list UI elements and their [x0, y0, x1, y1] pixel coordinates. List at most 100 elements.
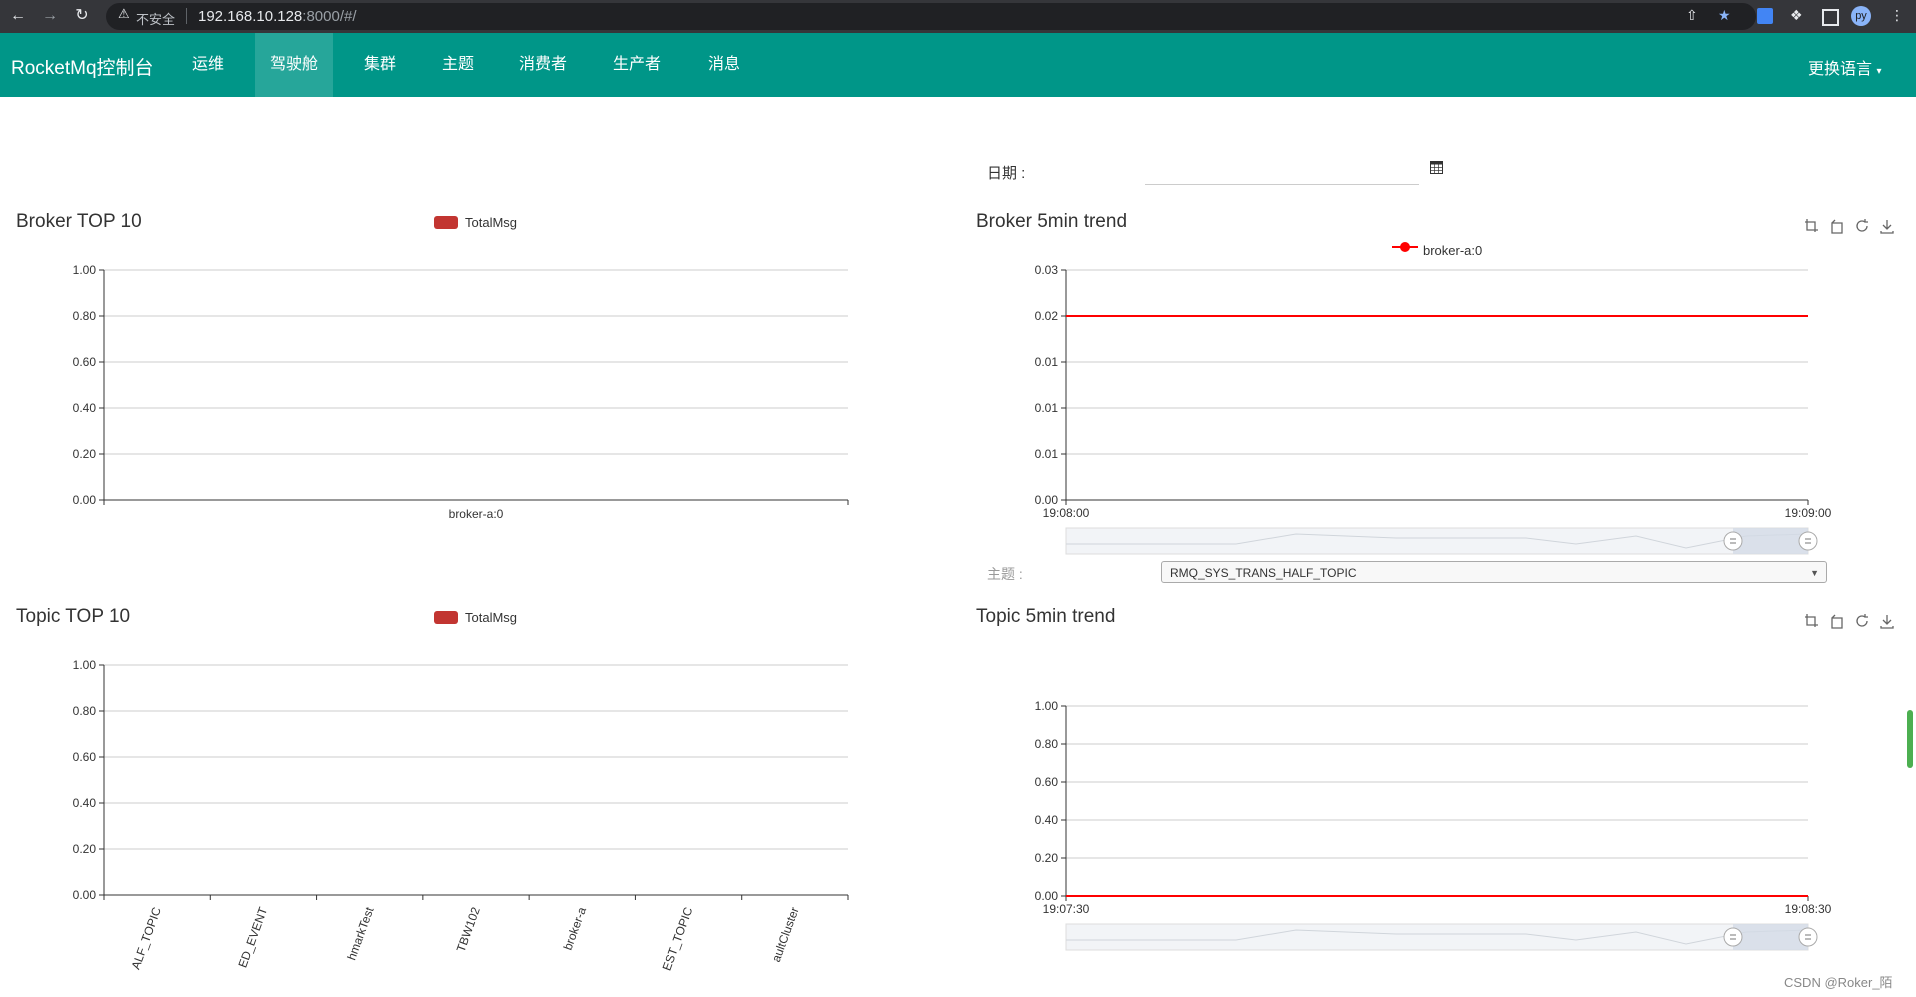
x-tick-label: 19:07:30: [1043, 902, 1090, 916]
nav-ops[interactable]: 运维: [191, 56, 224, 73]
chevron-down-icon: ▼: [1810, 568, 1819, 578]
url-path: :8000/#/: [302, 8, 357, 25]
y-tick-label: 0.00: [1035, 493, 1059, 507]
broker-top10-legend-label[interactable]: TotalMsg: [465, 215, 518, 230]
menu-icon[interactable]: ⋮: [1890, 7, 1904, 23]
y-tick-label: 0.00: [73, 493, 97, 507]
caret-down-icon: ▾: [1876, 66, 1882, 77]
insecure-label: 不安全: [136, 12, 176, 27]
app-navbar: RocketMq控制台 运维 驾驶舱 集群 主题 消费者 生产者 消息 更换语言…: [0, 33, 1916, 97]
nav-dashboard[interactable]: 驾驶舱: [255, 33, 333, 97]
y-tick-label: 0.80: [1035, 737, 1059, 751]
y-tick-label: 1.00: [73, 263, 97, 277]
y-tick-label: 0.00: [1035, 889, 1059, 903]
zoom-reset-icon[interactable]: [1829, 613, 1845, 629]
zoom-slider-handle: [1723, 927, 1743, 947]
y-tick-label: 0.20: [73, 842, 97, 856]
nav-topic[interactable]: 主题: [441, 56, 474, 73]
y-tick-label: 0.01: [1035, 401, 1059, 415]
download-icon[interactable]: [1879, 613, 1895, 629]
restore-icon[interactable]: [1854, 218, 1870, 234]
y-tick-label: 0.80: [73, 309, 97, 323]
profile-avatar[interactable]: py: [1851, 6, 1871, 26]
broker-top10-title: Broker TOP 10: [16, 211, 142, 232]
x-tick-label: 19:08:30: [1785, 902, 1832, 916]
y-tick-label: 1.00: [73, 658, 97, 672]
zoom-slider-window: [1733, 924, 1808, 950]
y-tick-label: 0.40: [73, 796, 97, 810]
topic-top10-legend-swatch[interactable]: [434, 611, 458, 624]
y-tick-label: 0.02: [1035, 309, 1059, 323]
zoom-slider-preview: [1066, 533, 1809, 549]
zoom-slider-track: [1065, 527, 1809, 555]
download-icon[interactable]: [1879, 218, 1895, 234]
forward-icon[interactable]: →: [42, 7, 58, 24]
x-tick-label: broker-a: [561, 905, 590, 952]
y-tick-label: 1.00: [1035, 699, 1059, 713]
extensions-icon[interactable]: ❖: [1790, 7, 1803, 23]
url-text: 192.168.10.128:8000/#/: [198, 8, 357, 25]
restore-icon[interactable]: [1854, 613, 1870, 629]
x-tick-label: EST_TOPIC: [660, 905, 696, 973]
x-tick-label: TBW102: [454, 905, 483, 954]
topic-select-value: RMQ_SYS_TRANS_HALF_TOPIC: [1170, 566, 1357, 580]
bookmark-star-icon[interactable]: ★: [1718, 7, 1731, 23]
language-label: 更换语言: [1808, 61, 1873, 78]
topic-trend-chart: 0.00 0.20 0.40 0.60 0.80 1.00 19:07:30 19:08:30: [1035, 699, 1832, 951]
x-tick-label: hmarkTest: [344, 905, 376, 962]
translate-icon[interactable]: [1757, 8, 1773, 24]
x-tick-label: 19:09:00: [1785, 506, 1832, 520]
sidepanel-icon[interactable]: [1822, 9, 1839, 26]
zoom-slider-preview: [1066, 929, 1809, 945]
brand-title[interactable]: RocketMq控制台: [11, 58, 154, 79]
y-tick-label: 0.40: [73, 401, 97, 415]
y-tick-label: 0.00: [73, 888, 97, 902]
separator: [186, 8, 187, 24]
date-label: 日期 :: [987, 165, 1026, 182]
broker-top10-chart: 0.00 0.20 0.40 0.60 0.80 1.00 broker-a:0: [73, 263, 849, 521]
share-icon[interactable]: ⇧: [1686, 7, 1698, 23]
zoom-reset-icon[interactable]: [1829, 218, 1845, 234]
back-icon[interactable]: ←: [10, 7, 26, 24]
address-bar[interactable]: ⚠ 不安全 192.168.10.128:8000/#/: [106, 3, 1756, 30]
broker-trend-legend-label[interactable]: broker-a:0: [1423, 243, 1483, 258]
topic-top10-legend-label[interactable]: TotalMsg: [465, 610, 518, 625]
date-input[interactable]: [1145, 158, 1419, 185]
y-tick-label: 0.80: [73, 704, 97, 718]
topic-trend-title: Topic 5min trend: [976, 606, 1116, 627]
nav-producer[interactable]: 生产者: [612, 56, 661, 73]
zoom-icon[interactable]: [1804, 613, 1820, 629]
watermark: CSDN @Roker_陌: [1784, 975, 1893, 990]
y-tick-label: 0.20: [1035, 851, 1059, 865]
topic-top10-title: Topic TOP 10: [16, 606, 131, 627]
reload-icon[interactable]: ↻: [75, 7, 89, 24]
broker-top10-legend-swatch[interactable]: [434, 216, 458, 229]
language-dropdown[interactable]: 更换语言 ▾: [1808, 55, 1882, 79]
nav-consumer[interactable]: 消费者: [518, 56, 567, 73]
topic-label: 主题 :: [987, 566, 1023, 582]
nav-message[interactable]: 消息: [707, 56, 740, 73]
topic-top10-chart: 0.00 0.20 0.40 0.60 0.80 1.00 ALF_TOPIC ED_EVEN…: [73, 658, 849, 972]
broker-trend-legend-swatch[interactable]: [1390, 240, 1420, 254]
zoom-icon[interactable]: [1804, 218, 1820, 234]
zoom-slider-window: [1733, 528, 1808, 554]
y-tick-label: 0.01: [1035, 447, 1059, 461]
x-tick-label: ED_EVENT: [235, 905, 270, 970]
y-tick-label: 0.60: [73, 750, 97, 764]
y-tick-label: 0.60: [1035, 775, 1059, 789]
x-tick-label: broker-a:0: [449, 507, 504, 521]
scrollbar-thumb[interactable]: [1907, 710, 1913, 768]
nav-cluster[interactable]: 集群: [363, 56, 396, 73]
browser-toolbar: ← → ↻ ⚠ 不安全 192.168.10.128:8000/#/ ⇧ ★ ❖…: [0, 0, 1916, 33]
topic-select[interactable]: RMQ_SYS_TRANS_HALF_TOPIC ▼: [1161, 561, 1827, 583]
calendar-icon[interactable]: [1430, 160, 1443, 174]
broker-trend-chart: 0.00 0.01 0.01 0.01 0.02 0.03 19:08:00 19:09:00: [1035, 263, 1832, 555]
warning-icon: ⚠: [118, 6, 130, 21]
x-tick-label: ALF_TOPIC: [129, 905, 165, 971]
y-tick-label: 0.20: [73, 447, 97, 461]
zoom-slider-handle: [1798, 531, 1818, 551]
y-tick-label: 0.01: [1035, 355, 1059, 369]
y-tick-label: 0.60: [73, 355, 97, 369]
zoom-slider-handle: [1723, 531, 1743, 551]
y-tick-label: 0.40: [1035, 813, 1059, 827]
